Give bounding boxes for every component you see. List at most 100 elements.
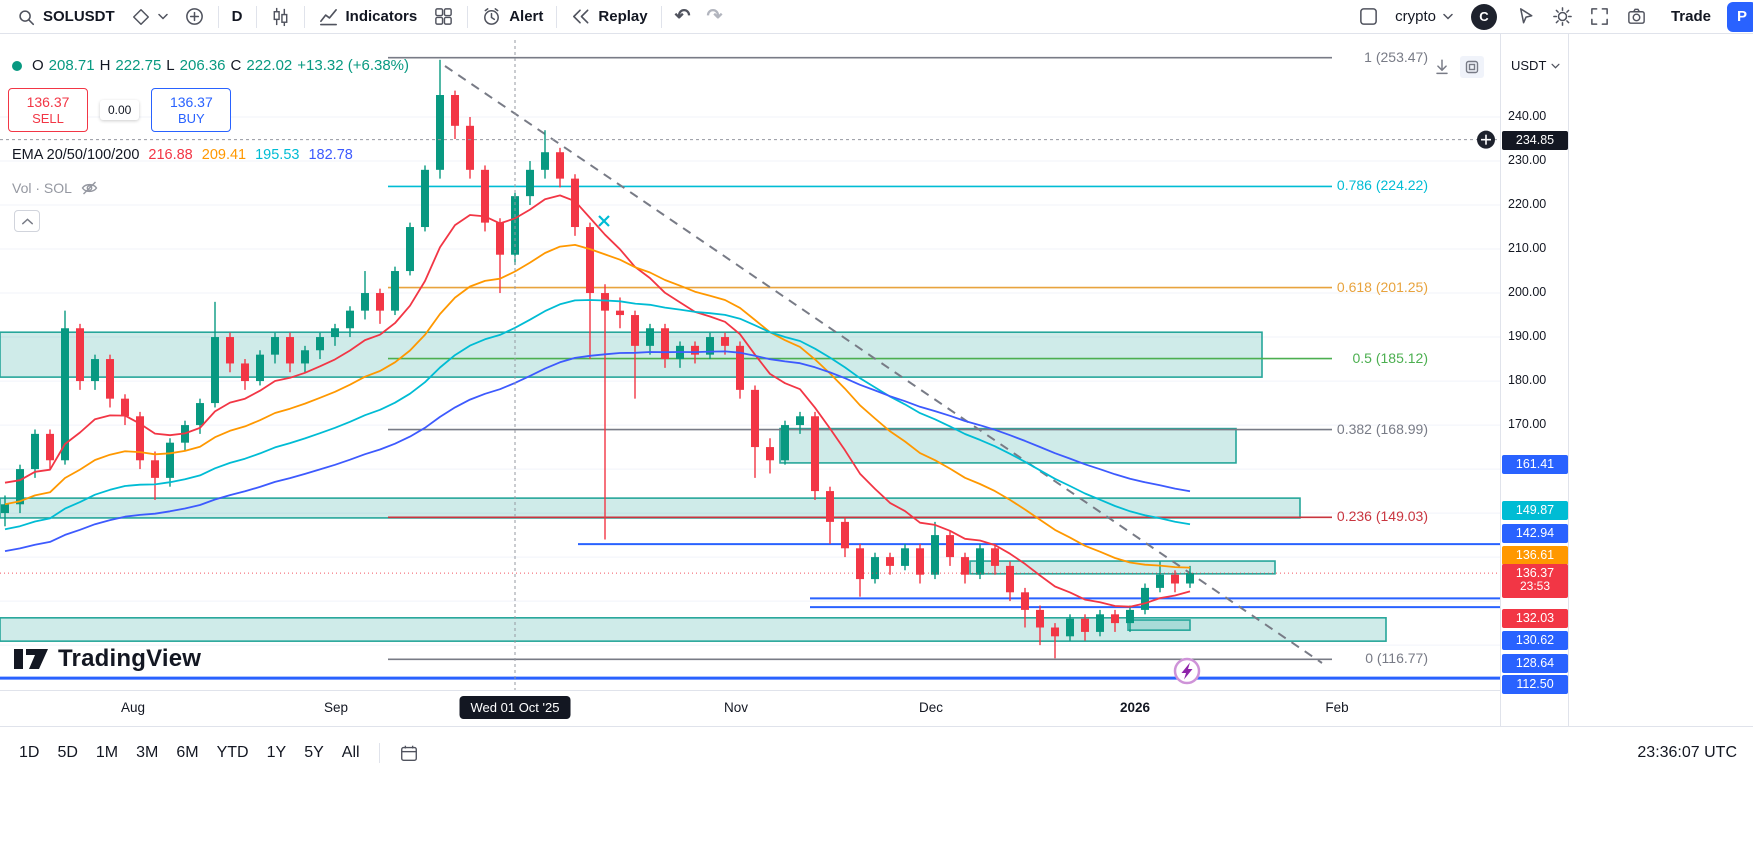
redo-icon: ↷	[706, 6, 723, 27]
trendline[interactable]	[444, 65, 1323, 664]
ema-value: 195.53	[255, 147, 300, 163]
candle	[121, 394, 129, 426]
price-axis-label: 130.62	[1502, 630, 1568, 650]
range-button-5y[interactable]: 5Y	[304, 744, 324, 761]
single-layout-icon	[1360, 8, 1378, 25]
compare-button[interactable]	[123, 4, 176, 30]
currency-label: USDT	[1511, 58, 1547, 73]
candle	[16, 464, 24, 514]
scroll-to-realtime-icon[interactable]	[1432, 57, 1452, 77]
alert-button[interactable]: Alert	[473, 3, 551, 30]
candle	[1006, 561, 1014, 602]
settings-button[interactable]	[1544, 3, 1581, 30]
quick-actions-button[interactable]	[1507, 3, 1544, 30]
candle	[946, 530, 954, 566]
range-button-all[interactable]: All	[341, 744, 360, 761]
ema-label: EMA 20/50/100/200	[12, 147, 140, 163]
interval-button[interactable]: D	[224, 5, 251, 28]
redo-button[interactable]: ↷	[699, 4, 731, 29]
price-axis-label: 132.03	[1502, 608, 1568, 628]
price-axis[interactable]: USDT 240.00 230.00 220.00 210.00 200.00 190.0…	[1500, 0, 1568, 726]
range-button-1d[interactable]: 1D	[19, 744, 40, 761]
buy-button[interactable]: 136.37 BUY	[151, 88, 232, 132]
price-scale-number: 240.00	[1508, 109, 1547, 123]
chart-style-button[interactable]	[262, 3, 299, 30]
publish-button[interactable]: P	[1727, 1, 1753, 32]
price-scale-number: 170.00	[1508, 417, 1547, 432]
price-axis-label: 149.87	[1502, 500, 1568, 520]
close-label: C	[230, 57, 242, 74]
candle	[571, 174, 579, 236]
candle	[376, 288, 384, 324]
ema-line	[4, 243, 1191, 569]
chevron-down-icon	[1443, 13, 1453, 20]
undo-button[interactable]: ↶	[667, 4, 699, 29]
indicator-templates-button[interactable]	[425, 3, 462, 30]
price-chart	[0, 40, 1500, 690]
candle	[151, 451, 159, 500]
range-button-6m[interactable]: 6M	[176, 744, 199, 761]
tradingview-logo[interactable]: TradingView	[14, 644, 201, 674]
ema-value: 216.88	[148, 147, 193, 163]
go-to-date-button[interactable]	[390, 739, 428, 767]
time-axis[interactable]: Aug Sep Nov Dec 2026 Feb Wed 01 Oct '25	[0, 690, 1568, 726]
candle	[991, 543, 999, 575]
pane-maximize-icon	[1465, 60, 1479, 74]
candle	[31, 429, 39, 478]
price-axis-label: 112.50	[1502, 674, 1568, 694]
bottom-separator	[378, 743, 380, 763]
time-axis-tick: Sep	[323, 700, 349, 715]
range-button-1y[interactable]: 1Y	[266, 744, 287, 761]
range-button-3m[interactable]: 3M	[136, 744, 159, 761]
fib-level-label: 1 (253.47)	[1364, 48, 1428, 65]
eye-off-icon[interactable]	[80, 179, 99, 197]
crosshair-date-tooltip: Wed 01 Oct '25	[459, 696, 571, 719]
time-axis-tick: Aug	[120, 700, 146, 715]
range-button-5d[interactable]: 5D	[57, 744, 78, 761]
price-axis-label: 142.94	[1502, 523, 1568, 543]
sell-button[interactable]: 136.37 SELL	[8, 88, 88, 132]
candle	[391, 266, 399, 316]
sell-price: 136.37	[26, 93, 70, 110]
snapshot-button[interactable]	[1618, 3, 1655, 30]
range-button-1m[interactable]: 1M	[95, 744, 119, 761]
layout-select-button[interactable]	[1350, 3, 1387, 30]
candle	[256, 350, 264, 386]
ohlc-legend: O 208.71 H 222.75 L 206.36 C 222.02 +13.…	[12, 57, 409, 74]
compare-diamond-icon	[132, 8, 149, 25]
add-symbol-button[interactable]	[176, 3, 213, 30]
layout-name: crypto	[1395, 8, 1436, 25]
candle	[91, 354, 99, 390]
plus-circle-icon	[185, 8, 203, 25]
supply-demand-zone[interactable]	[1127, 619, 1191, 631]
symbol-search-button[interactable]: SOLUSDT	[8, 4, 123, 30]
candle	[46, 429, 54, 470]
candle	[901, 543, 909, 571]
supply-demand-zone[interactable]	[969, 560, 1276, 575]
range-button-ytd[interactable]: YTD	[216, 744, 249, 761]
replay-button[interactable]: Replay	[562, 3, 655, 30]
candle	[1171, 570, 1179, 593]
ema-line	[4, 194, 1191, 608]
camera-icon	[1628, 8, 1645, 24]
chart-top-right-controls	[1432, 56, 1484, 78]
candle	[886, 552, 894, 575]
close-value: 222.02	[246, 57, 293, 74]
indicators-button[interactable]: Indicators	[310, 3, 426, 30]
fib-level-label: 0.236 (149.03)	[1336, 508, 1428, 525]
pane-controls-button[interactable]	[1460, 56, 1484, 78]
clock-utc[interactable]: 23:36:07 UTC	[1637, 744, 1737, 761]
layout-name-button[interactable]: crypto	[1387, 5, 1461, 28]
currency-selector[interactable]: USDT	[1511, 58, 1560, 73]
legend-collapse-button[interactable]	[14, 210, 40, 232]
candle	[106, 354, 114, 408]
indicators-icon	[319, 9, 337, 26]
bottom-toolbar: 1D 5D 1M 3M 6M YTD 1Y 5Y All 23:36:07 UTC	[0, 726, 1753, 866]
fullscreen-button[interactable]	[1581, 3, 1618, 30]
user-avatar[interactable]: C	[1470, 3, 1497, 30]
trade-button[interactable]: Trade	[1663, 5, 1719, 28]
candle	[1066, 614, 1074, 641]
price-scale-number: 180.00	[1508, 373, 1547, 388]
candle	[856, 543, 864, 597]
candle	[601, 284, 609, 540]
